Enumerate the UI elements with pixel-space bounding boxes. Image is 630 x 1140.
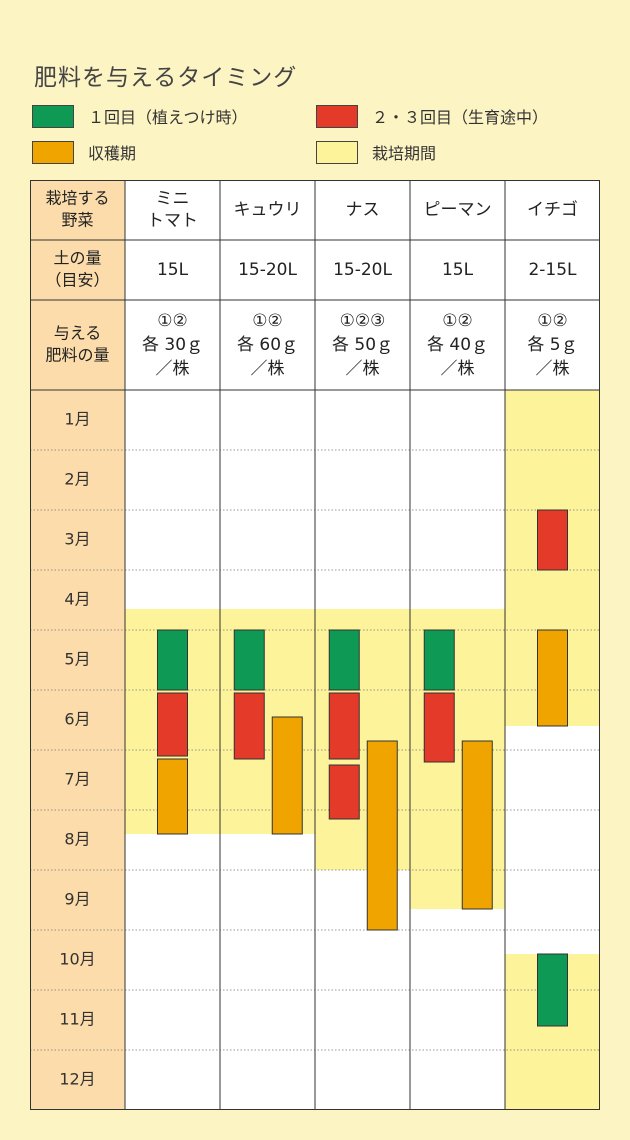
first-bar-1-0 (233, 629, 265, 691)
first-bar-3-0 (423, 629, 455, 691)
crop-name-2-line-0: ナス (346, 200, 380, 220)
legend-swatch-second (316, 104, 358, 128)
fertilizer-amount-4-line-2: ／株 (536, 359, 570, 379)
fertilizer-amount-1-line-1: 各 60ｇ (237, 335, 298, 355)
row-header-soil-line-1: （目安） (45, 271, 109, 290)
harvest-bar-1-0 (271, 716, 303, 835)
month-label-10: 10月 (59, 950, 95, 969)
legend-swatch-harvest (32, 140, 74, 164)
legend-second: ２・３回目（生育途中） (316, 104, 548, 128)
first-bar-2-0 (328, 629, 360, 691)
month-label-4: 4月 (64, 590, 90, 609)
harvest-bar-2-0 (366, 740, 398, 931)
crop-name-4-line-0: イチゴ (527, 199, 578, 220)
month-label-11: 11月 (59, 1010, 95, 1029)
fertilizer-amount-2-line-1: 各 50ｇ (332, 335, 393, 355)
legend-label-harvest: 収穫期 (88, 144, 137, 163)
month-label-2: 2月 (64, 470, 90, 489)
soil-amount-4: 2-15L (528, 260, 577, 280)
crop-name-0-line-0: ミニ (156, 189, 190, 209)
legend-swatch-period (316, 140, 358, 164)
row-header-crop-line-1: 野菜 (61, 211, 93, 230)
fertilizer-amount-0-line-2: ／株 (156, 359, 190, 379)
month-label-9: 9月 (64, 890, 90, 909)
month-label-7: 7月 (64, 770, 90, 789)
harvest-bar-0-0 (157, 758, 188, 835)
header-row-bg-2 (125, 300, 600, 390)
table-border (30, 180, 600, 1110)
fertilizer-amount-0-line-1: 各 30ｇ (142, 335, 203, 355)
fertilizer-amount-4-line-0: ①② (537, 311, 567, 331)
month-label-3: 3月 (64, 530, 90, 549)
second-bar-0-0 (157, 692, 188, 757)
legend-first: １回目（植えつけ時） (32, 104, 248, 128)
legend-label-period: 栽培期間 (372, 144, 437, 163)
first-bar-0-0 (157, 629, 188, 691)
legend-label-first: １回目（植えつけ時） (88, 108, 248, 127)
crop-name-3-line-0: ピーマン (424, 200, 492, 220)
harvest-bar-4-0 (537, 629, 568, 727)
label-column-background (30, 180, 125, 1110)
month-label-8: 8月 (64, 830, 90, 849)
row-header-soil-line-0: 土の量 (53, 249, 101, 268)
row-header-crop-line-0: 栽培する (45, 189, 109, 208)
second-bar-3-0 (423, 692, 455, 763)
month-label-6: 6月 (64, 710, 90, 729)
crop-name-1-line-0: キュウリ (234, 200, 302, 220)
crop-name-0-line-1: トマト (147, 211, 198, 231)
fertilizer-timing-table: 栽培する野菜土の量 （目安） 与える肥料の量 ミニ トマト 15L ①② 各 30ｇ ／株 キュウ… (30, 180, 600, 1110)
legend-label-second: ２・３回目（生育途中） (372, 108, 549, 127)
fertilizer-amount-1-line-0: ①② (252, 311, 282, 331)
row-header-fertilizer-line-0: 与える (54, 324, 102, 343)
fertilizer-amount-4-line-1: 各 5ｇ (527, 335, 577, 355)
legend-harvest: 収穫期 (32, 140, 136, 164)
fertilizer-amount-3-line-1: 各 40ｇ (427, 335, 488, 355)
soil-amount-0: 15L (157, 260, 189, 280)
soil-amount-2: 15-20L (333, 260, 392, 280)
legend-period: 栽培期間 (316, 140, 436, 164)
fertilizer-amount-1-line-2: ／株 (251, 359, 285, 379)
second-bar-1-0 (233, 692, 265, 760)
header-row-bg-0 (125, 180, 600, 240)
chart-title: 肥料を与えるタイミング (34, 65, 298, 91)
second-bar-4-0 (537, 509, 568, 571)
fertilizer-amount-0-line-0: ①② (157, 311, 187, 331)
month-label-12: 12月 (59, 1070, 95, 1089)
soil-amount-3: 15L (442, 260, 474, 280)
month-label-1: 1月 (64, 410, 90, 429)
row-header-fertilizer-line-1: 肥料の量 (45, 346, 109, 365)
soil-amount-1: 15-20L (238, 260, 297, 280)
second-bar-2-1 (328, 764, 360, 820)
month-label-5: 5月 (64, 650, 90, 669)
second-bar-2-0 (328, 692, 360, 760)
harvest-bar-3-0 (461, 740, 493, 910)
fertilizer-amount-2-line-2: ／株 (346, 359, 380, 379)
legend-swatch-first (32, 104, 74, 128)
first-bar-4-0 (537, 953, 568, 1027)
fertilizer-amount-3-line-2: ／株 (441, 359, 475, 379)
fertilizer-amount-2-line-0: ①②③ (340, 311, 386, 331)
header-row-bg-1 (125, 240, 600, 300)
fertilizer-amount-3-line-0: ①② (442, 311, 472, 331)
